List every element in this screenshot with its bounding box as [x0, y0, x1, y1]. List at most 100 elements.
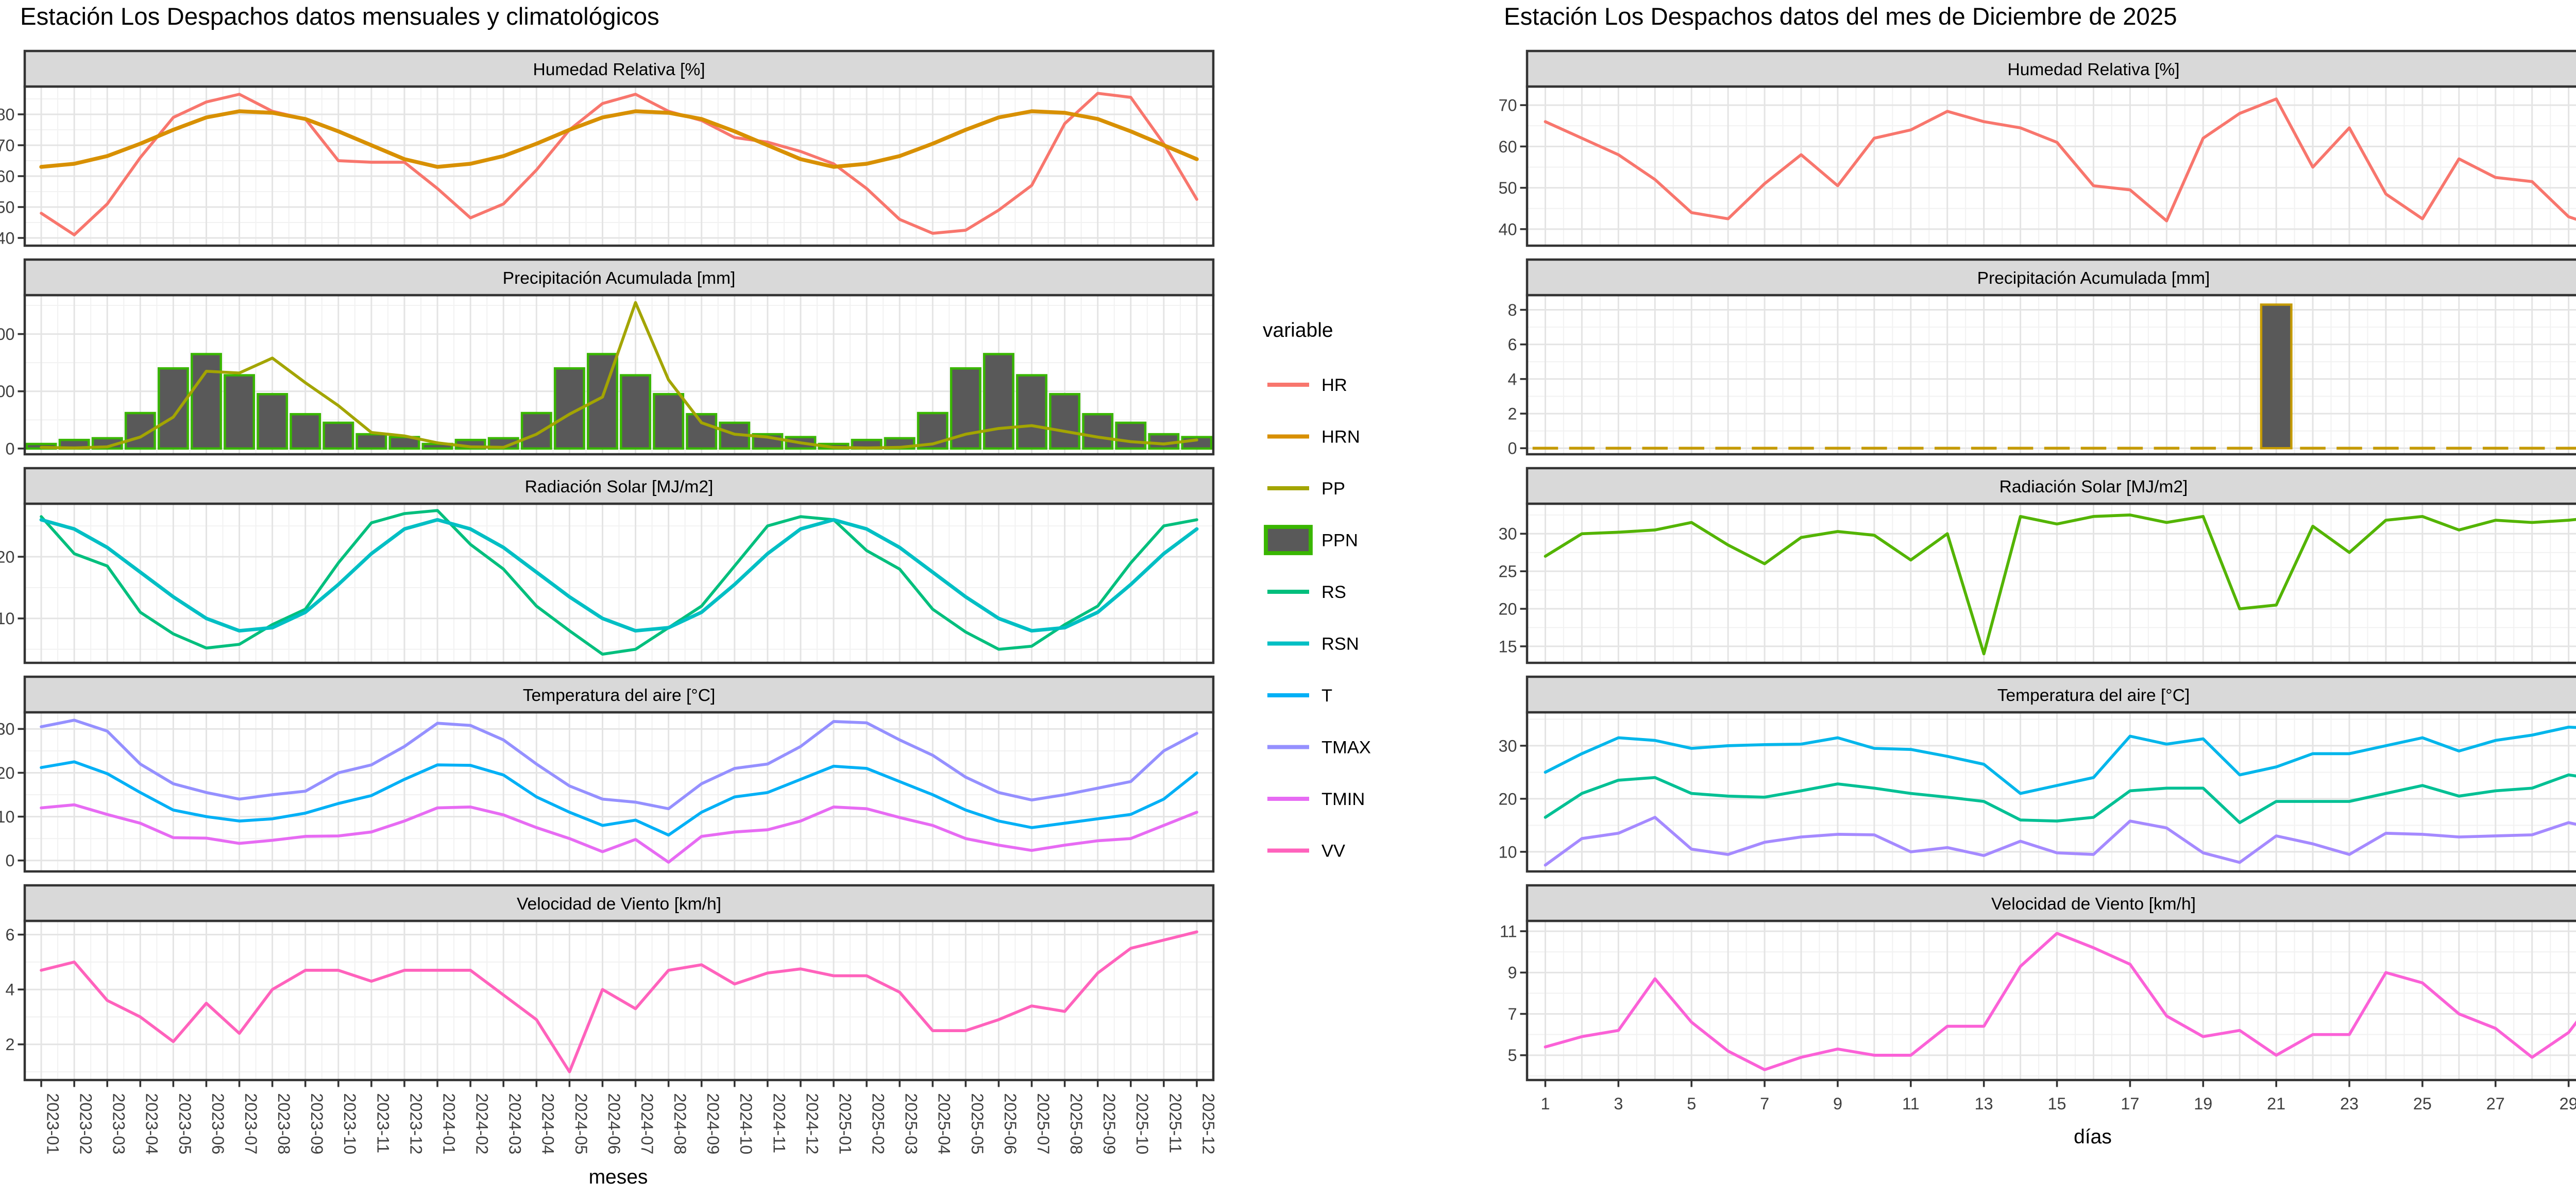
- x-tick-label: 2024-12: [803, 1093, 821, 1155]
- panel-0: 40 50 60 70 80 Humedad Relativa [%]: [0, 49, 1215, 247]
- series-TMIN: [40, 803, 1198, 864]
- x-tick-label: 2024-07: [638, 1093, 656, 1155]
- x-tick-label: 2025-06: [1001, 1093, 1020, 1155]
- series-RSN: [39, 518, 1199, 633]
- left-chart-panels: 4050607080Humedad Relativa [%]0100200Pre…: [0, 49, 1217, 1155]
- y-tick-label: 40: [0, 229, 15, 247]
- x-tick-label: 2024-09: [704, 1093, 722, 1155]
- x-tick-label: 13: [1975, 1094, 1993, 1113]
- y-tick-label: 20: [0, 547, 15, 566]
- left-x-axis-title: meses: [589, 1166, 648, 1188]
- panel-2: 10 20 Radiación Solar [MJ/m2]: [0, 467, 1215, 664]
- y-tick-label: 4: [1507, 370, 1517, 388]
- bar-PPN: [520, 412, 552, 450]
- series-TMAX: [40, 718, 1198, 811]
- y-tick-label: 4: [5, 981, 14, 999]
- legend-item-label: RSN: [1321, 635, 1359, 654]
- legend-item-RSN: RSN: [1267, 635, 1359, 654]
- bar-PPN: [1016, 374, 1047, 450]
- x-tick-label: 2025-11: [1166, 1093, 1184, 1153]
- x-tick-label: 15: [2048, 1094, 2066, 1113]
- y-tick-label: 30: [1498, 736, 1517, 755]
- panel-background: [1527, 295, 2576, 454]
- panel-strip: [23, 49, 1215, 88]
- x-tick-label: 2024-11: [770, 1093, 788, 1153]
- x-tick-label: 2023-12: [406, 1093, 425, 1155]
- series-TMAX: [1544, 725, 2576, 795]
- series-PP: [40, 301, 1198, 450]
- y-tick-label: 40: [1498, 220, 1517, 238]
- bar-PPN: [653, 393, 685, 450]
- panel-title: Velocidad de Viento [km/h]: [517, 895, 721, 914]
- x-tick-label: 2024-01: [439, 1093, 458, 1155]
- y-tick-label: 20: [1498, 790, 1517, 808]
- x-tick-label: 2024-10: [737, 1093, 755, 1155]
- y-tick-label: 2: [1507, 404, 1517, 423]
- legend-item-label: TMAX: [1321, 738, 1371, 758]
- x-tick-label: 27: [2486, 1094, 2505, 1113]
- x-tick-label: 25: [2413, 1094, 2432, 1113]
- bar-PPN: [1049, 393, 1081, 450]
- series-VV: [1544, 932, 2576, 1071]
- x-tick-label: 9: [1833, 1094, 1842, 1113]
- left-legend-title: variable: [1263, 319, 1333, 341]
- bar-PP: [2260, 303, 2293, 450]
- legend-item-label: HR: [1321, 375, 1347, 395]
- panel-1: 0 100 200 Precipitación Acumulada [mm]: [0, 258, 1215, 458]
- legend-item-label: RS: [1321, 583, 1346, 602]
- x-tick-label: 2023-11: [374, 1093, 392, 1153]
- y-tick-label: 60: [0, 167, 15, 185]
- y-tick-label: 30: [1498, 525, 1517, 543]
- y-tick-label: 10: [0, 609, 15, 628]
- panel-0: 40 50 60 70 Humedad Relativa [%]: [1498, 49, 2576, 247]
- bar-PPN: [1082, 413, 1114, 450]
- panel-4: 5 7 9 11 Velocidad de Viento [km/h]: [1500, 884, 2576, 1082]
- y-tick-label: 6: [5, 926, 14, 944]
- x-tick-label: 3: [1614, 1094, 1623, 1113]
- y-tick-label: 50: [0, 198, 15, 216]
- panel-title: Temperatura del aire [°C]: [1997, 686, 2190, 705]
- x-tick-label: 29: [2560, 1094, 2576, 1113]
- x-tick-label: 2023-09: [308, 1093, 326, 1155]
- bar-PPN: [1115, 421, 1147, 450]
- right-chart-title: Estación Los Despachos datos del mes de …: [1504, 3, 2177, 30]
- panel-strip: [23, 258, 1215, 297]
- x-tick-label: 17: [2121, 1094, 2139, 1113]
- y-tick-label: 60: [1498, 138, 1517, 156]
- x-tick-label: 2024-05: [572, 1093, 590, 1155]
- panel-1: 0 2 4 6 8 Precipitación Acumulada [mm]: [1507, 258, 2576, 458]
- panel-title: Velocidad de Viento [km/h]: [1991, 895, 2196, 914]
- x-tick-label: 2023-02: [77, 1093, 95, 1155]
- panel-title: Humedad Relativa [%]: [533, 60, 705, 79]
- y-tick-label: 2: [5, 1035, 14, 1054]
- legend-item-label: T: [1321, 686, 1332, 706]
- x-tick-label: 2023-06: [209, 1093, 227, 1155]
- series-HR: [1544, 97, 2576, 222]
- x-tick-label: 2025-02: [869, 1093, 888, 1155]
- panel-background: [1527, 921, 2576, 1080]
- panel-title: Temperatura del aire [°C]: [523, 686, 716, 705]
- x-tick-label: 5: [1687, 1094, 1696, 1113]
- y-tick-label: 80: [0, 105, 15, 124]
- y-tick-label: 50: [1498, 179, 1517, 197]
- panel-3: 10 20 30 Temperatura del aire [°C]: [1498, 675, 2576, 873]
- legend-item-RS: RS: [1267, 583, 1346, 602]
- x-tick-label: 2023-07: [242, 1093, 260, 1155]
- panel-title: Humedad Relativa [%]: [2007, 60, 2179, 79]
- panel-background: [1527, 712, 2576, 871]
- x-tick-label: 2023-08: [275, 1093, 293, 1155]
- panel-title: Radiación Solar [MJ/m2]: [1999, 477, 2188, 496]
- x-tick-label: 21: [2267, 1094, 2285, 1113]
- panel-strip: [23, 467, 1215, 505]
- series-T: [1544, 773, 2576, 825]
- x-tick-label: 2025-01: [836, 1093, 854, 1155]
- x-tick-label: 2023-03: [110, 1093, 128, 1155]
- x-tick-label: 2024-03: [506, 1093, 524, 1155]
- bar-PPN: [620, 374, 651, 450]
- legend-item-HR: HR: [1267, 375, 1347, 395]
- panel-background: [1527, 504, 2576, 663]
- x-tick-label: 2025-05: [968, 1093, 987, 1155]
- x-tick-label: 2025-09: [1100, 1093, 1118, 1155]
- x-tick-label: 7: [1760, 1094, 1769, 1113]
- y-tick-label: 20: [1498, 599, 1517, 618]
